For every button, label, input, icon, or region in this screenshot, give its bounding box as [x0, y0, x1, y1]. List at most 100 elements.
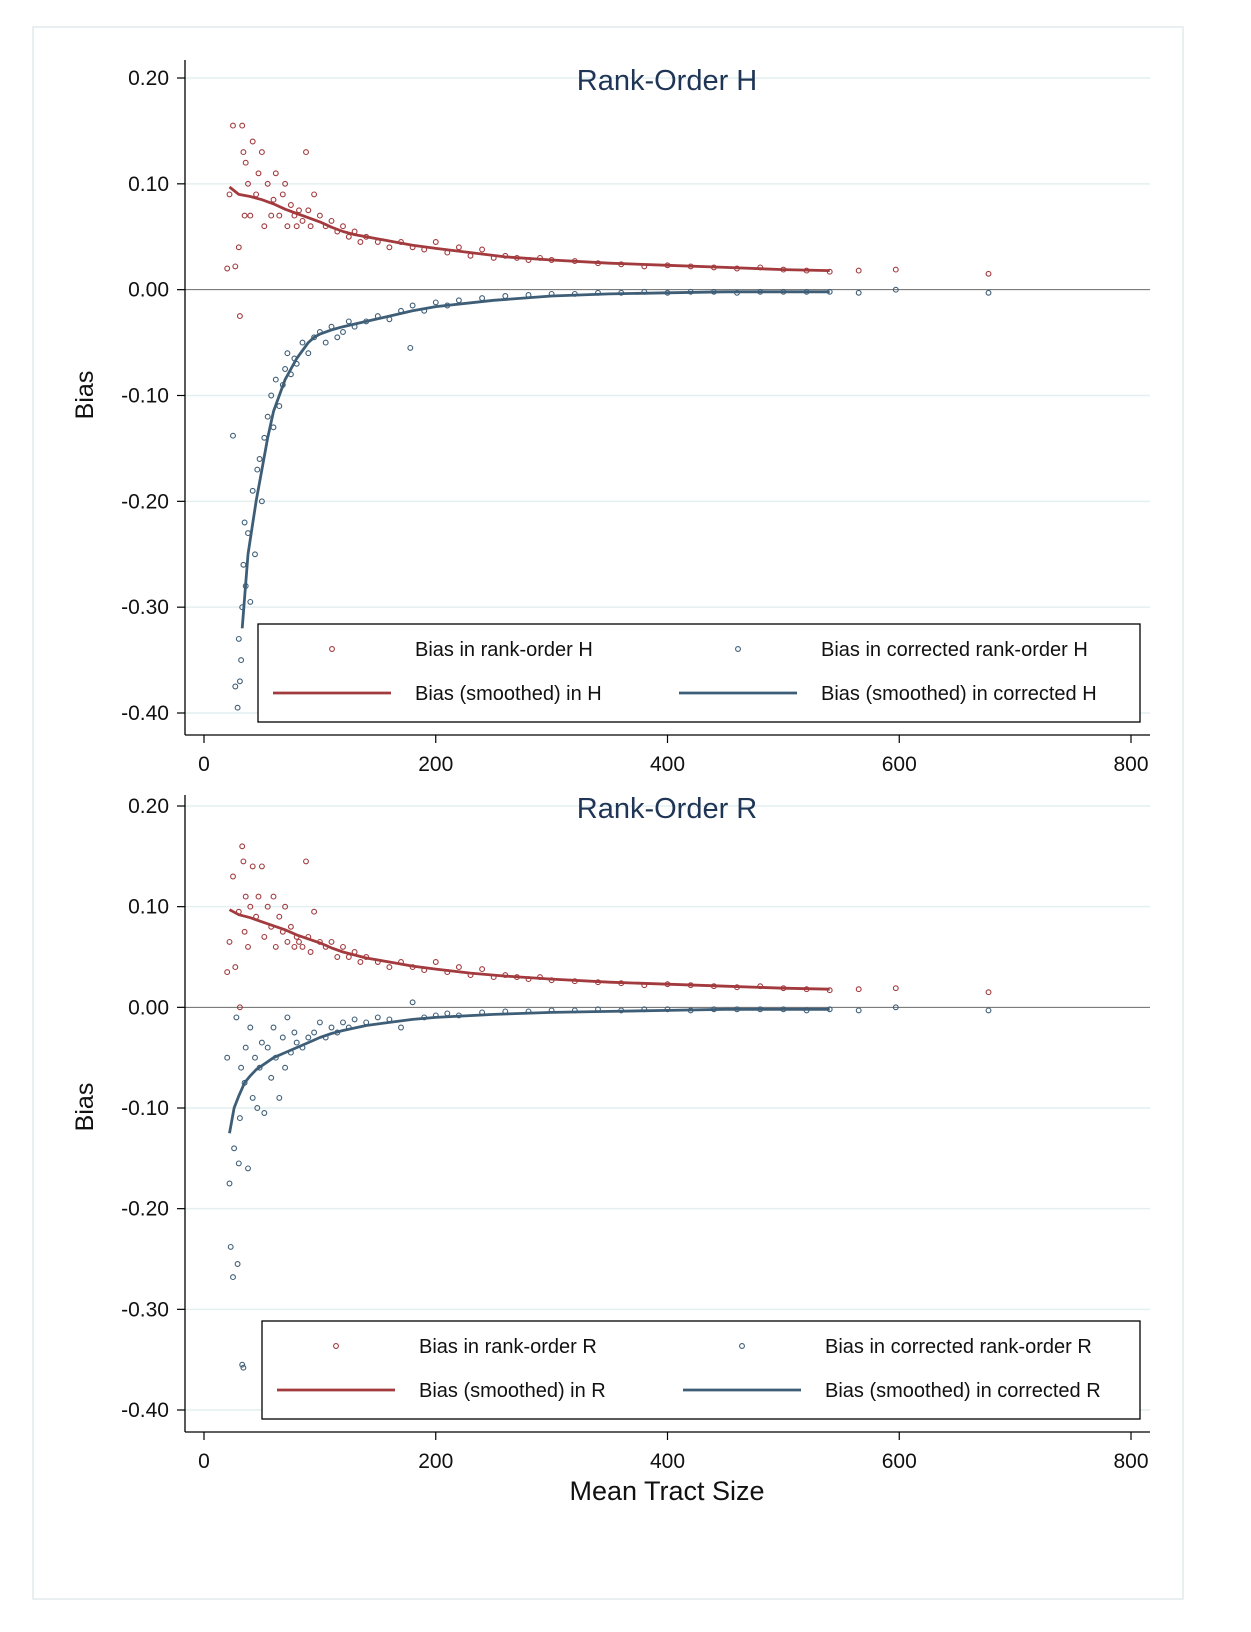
scatter-point [479, 966, 486, 973]
scatter-point [224, 1054, 231, 1061]
scatter-point [311, 191, 318, 198]
x-tick-label: 800 [1113, 753, 1148, 776]
scatter-point [264, 413, 271, 420]
scatter-point [299, 217, 306, 224]
scatter-point [276, 1094, 283, 1101]
y-tick-label: -0.10 [121, 385, 169, 408]
scatter-point [293, 1039, 300, 1046]
scatter-point [254, 1105, 261, 1111]
scatter-point [299, 943, 306, 950]
scatter-point [232, 683, 239, 690]
scatter-point [855, 986, 862, 993]
scatter-point [303, 858, 309, 865]
scatter-point [255, 170, 262, 177]
scatter-point [328, 938, 335, 945]
smoothed-line [240, 290, 830, 629]
scatter-point [276, 913, 283, 920]
scatter-point [328, 217, 335, 224]
scatter-point [249, 487, 256, 494]
scatter-point [455, 244, 462, 251]
scatter-point [305, 1034, 312, 1041]
scatter-point [316, 1019, 323, 1026]
scatter-point [985, 1007, 992, 1014]
scatter-point [340, 223, 346, 230]
scatter-point [303, 149, 309, 156]
scatter-point [264, 903, 271, 910]
scatter-point [226, 1180, 233, 1187]
smoothed-line [228, 908, 830, 991]
scatter-point [249, 863, 256, 870]
legend-label: Bias in rank-order R [419, 1336, 597, 1358]
legend: Bias in rank-order R Bias in corrected ra… [261, 1320, 1141, 1420]
y-axis-label: Bias [71, 1083, 99, 1132]
scatter-point [258, 498, 265, 505]
scatter-point [311, 1029, 318, 1036]
scatter-point [307, 223, 314, 230]
scatter-point [340, 329, 346, 335]
scatter-point [985, 989, 992, 996]
scatter-point [305, 207, 312, 214]
scatter-point [291, 1029, 298, 1036]
scatter-point [230, 122, 236, 129]
legend-label: Bias in corrected rank-order H [821, 639, 1088, 661]
scatter-point [242, 159, 249, 166]
scatter-point [236, 1115, 243, 1122]
scatter-point [284, 938, 291, 945]
scatter-point [296, 207, 302, 214]
y-axis-label: Bias [71, 371, 99, 420]
x-tick-label: 0 [198, 753, 210, 776]
scatter-point [284, 1014, 291, 1021]
legend-label: Bias in corrected rank-order R [825, 1336, 1092, 1358]
scatter-point [398, 1024, 404, 1031]
scatter-point [279, 1034, 286, 1041]
scatter-point [282, 1064, 289, 1071]
scatter-point [305, 350, 312, 357]
y-tick-label: 0.20 [128, 795, 169, 818]
x-tick-label: 200 [418, 753, 453, 776]
y-tick-label: 0.00 [128, 996, 169, 1019]
scatter-point [239, 1361, 246, 1368]
scatter-point [455, 964, 462, 971]
scatter-point [299, 339, 306, 346]
scatter-point [892, 266, 899, 273]
scatter-point [245, 180, 251, 187]
legend-marker-icon [739, 1343, 745, 1349]
scatter-point [226, 191, 233, 198]
legend-marker-icon [333, 1343, 339, 1349]
x-axis-label: Mean Tract Size [569, 1476, 764, 1506]
scatter-point [249, 138, 256, 145]
scatter-point [224, 969, 231, 976]
scatter-point [238, 1064, 245, 1071]
scatter-point [892, 985, 899, 992]
scatter-point [270, 424, 277, 431]
scatter-point [272, 376, 279, 383]
scatter-point [268, 1074, 275, 1081]
scatter-point [241, 212, 248, 219]
smoothed-line [228, 1007, 830, 1134]
scatter-point [855, 267, 862, 274]
scatter-point [236, 1004, 243, 1011]
scatter-point [235, 635, 242, 642]
legend-box [261, 1320, 1141, 1420]
scatter-point [345, 233, 352, 240]
scatter-point [239, 843, 246, 850]
scatter-point [293, 223, 300, 230]
scatter-point [261, 223, 268, 230]
scatter-point [230, 1274, 236, 1281]
scatter-point [351, 1016, 358, 1023]
scatter-point [892, 286, 899, 293]
scatter-point [287, 202, 294, 208]
scatter-point [234, 1261, 241, 1267]
scatter-point [444, 1010, 451, 1017]
scatter-point [322, 339, 329, 346]
scatter-point [264, 180, 271, 187]
scatter-point [252, 1054, 258, 1061]
scatter-point [407, 344, 414, 351]
scatter-point [240, 858, 247, 865]
scatter-point [855, 289, 862, 296]
scatter-point [268, 392, 275, 399]
scatter-point [232, 964, 239, 971]
scatter-point [276, 403, 283, 410]
scatter-point [264, 1044, 271, 1051]
